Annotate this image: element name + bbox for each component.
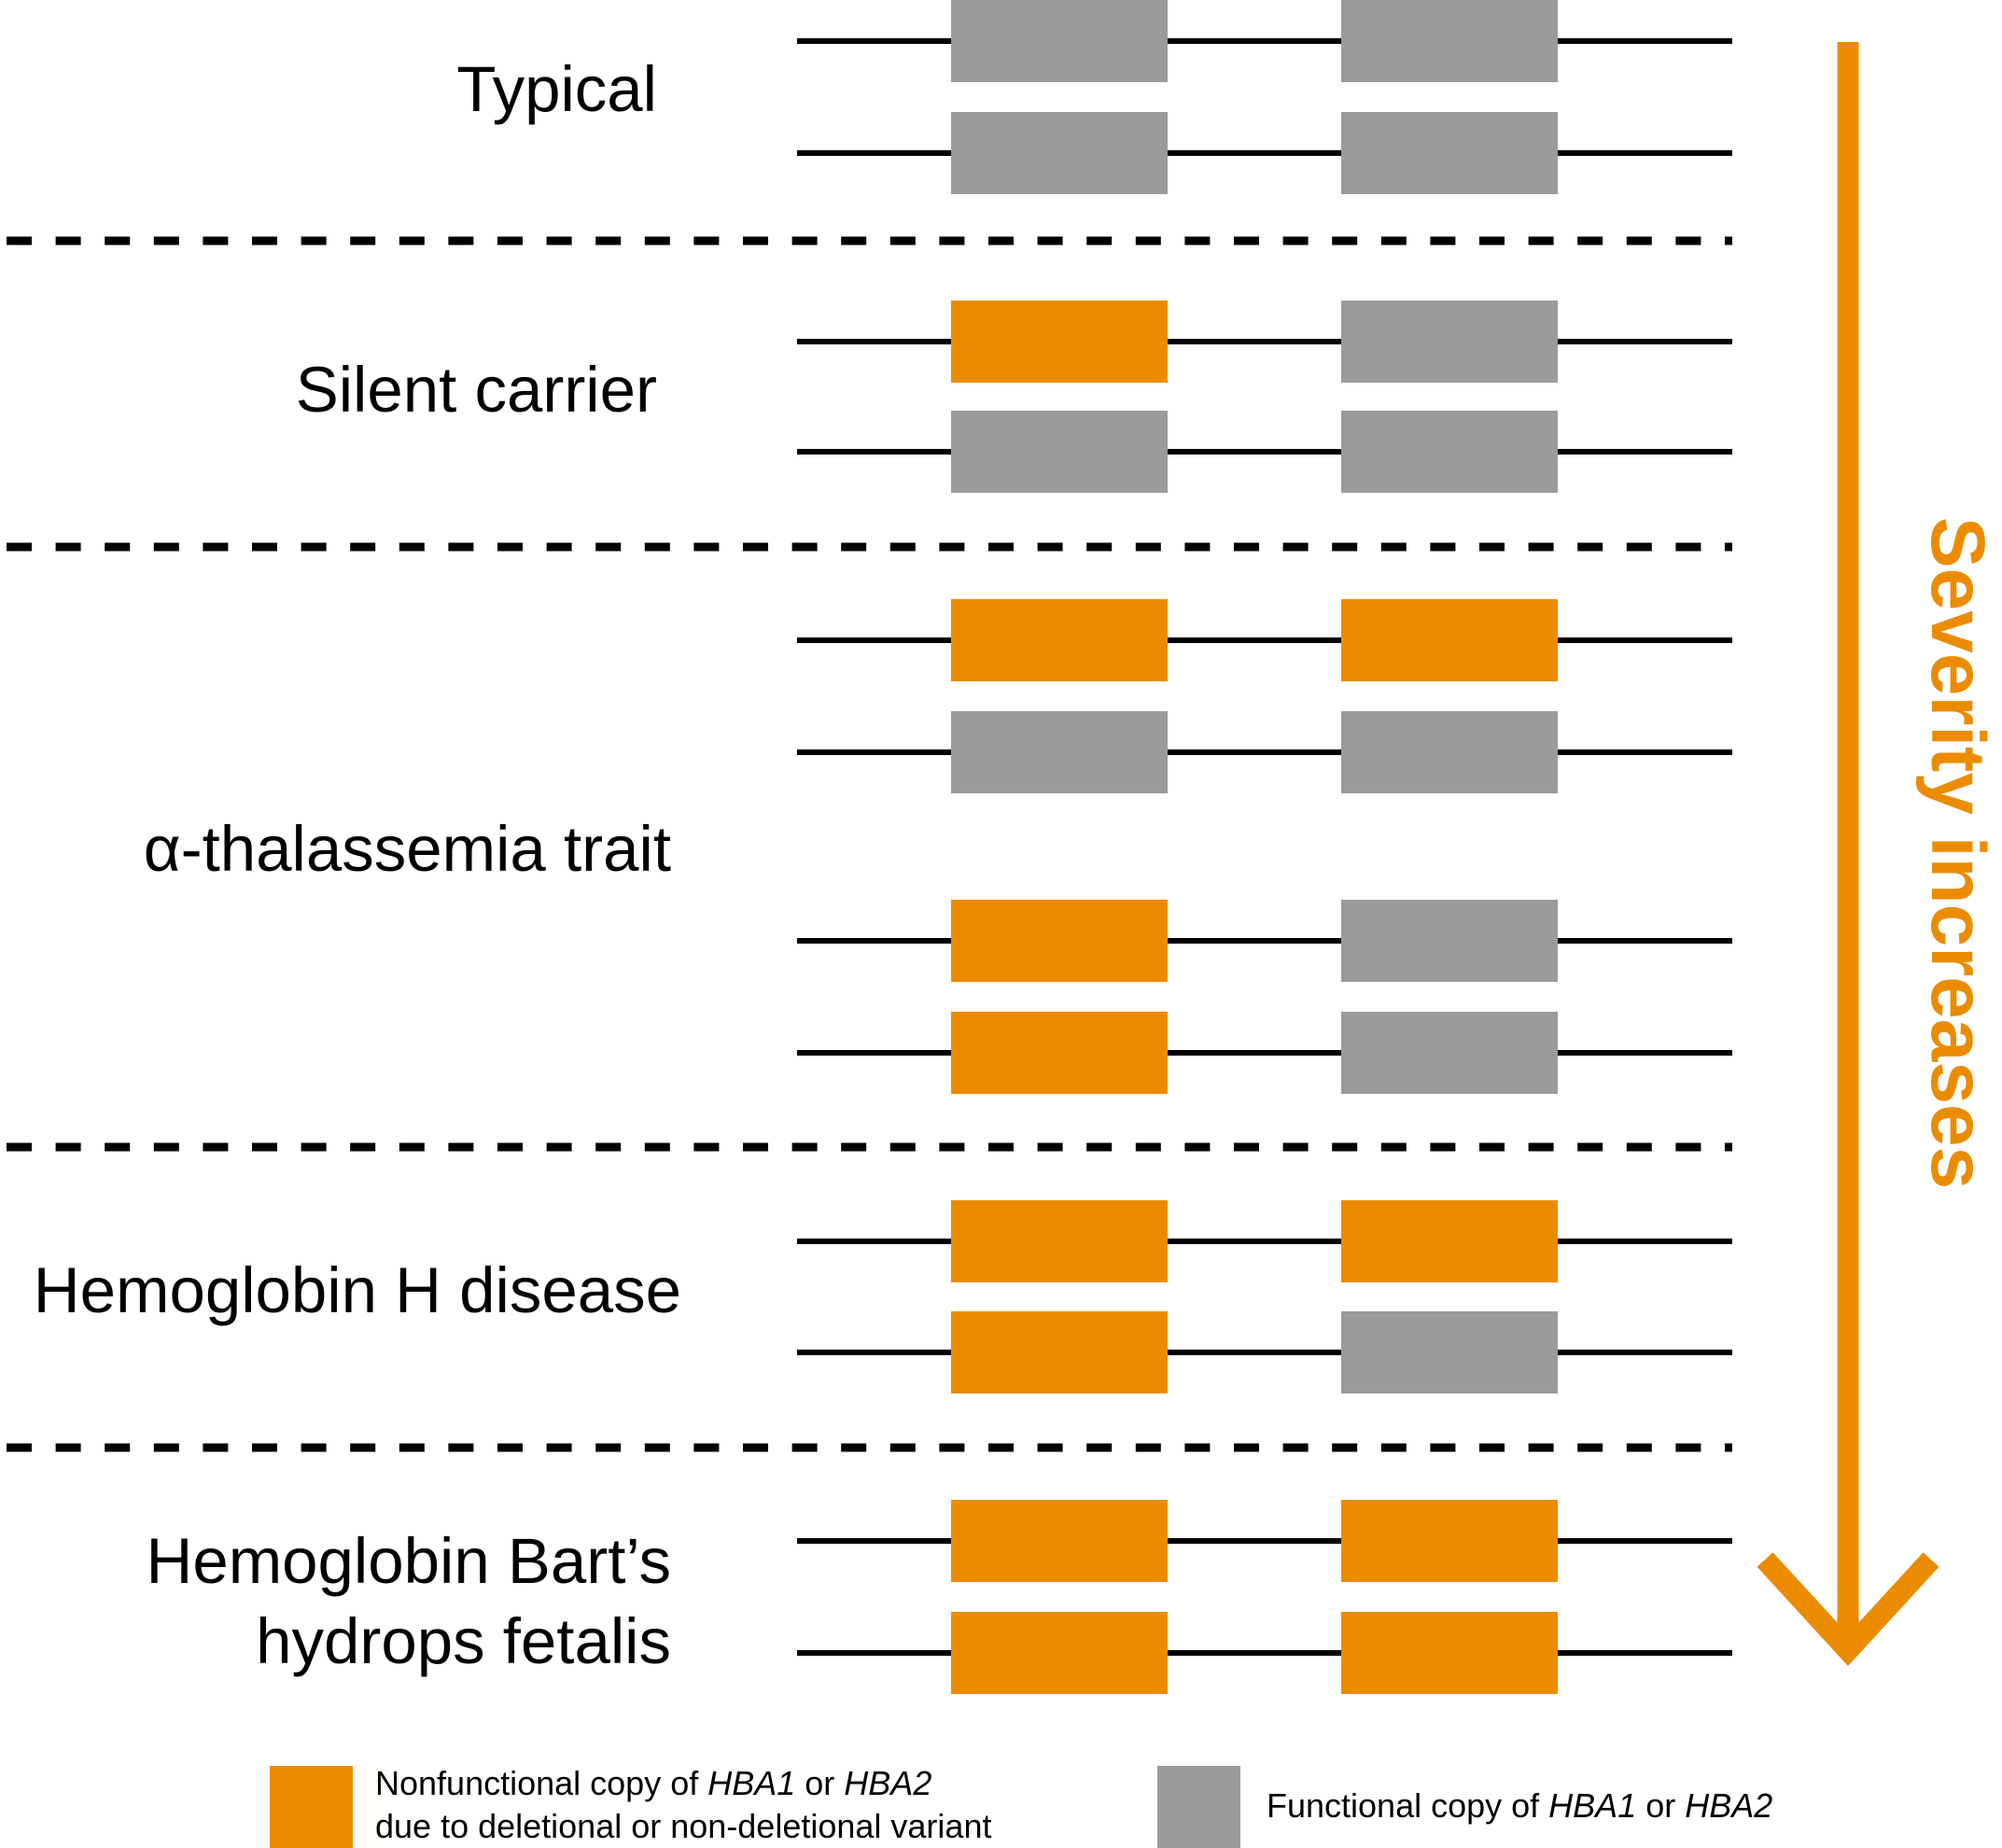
gene-box-functional <box>951 112 1168 194</box>
gene-box-functional <box>1341 1012 1558 1094</box>
gene-box-nonfunctional <box>951 599 1168 681</box>
gene-box-nonfunctional <box>951 301 1168 383</box>
gene-box-functional <box>1341 0 1558 82</box>
gene-box-nonfunctional <box>951 1200 1168 1282</box>
barts-line2: hydrops fetalis <box>256 1605 671 1677</box>
gene-box-nonfunctional <box>951 1012 1168 1094</box>
legend-label-nonfunctional: Nonfunctional copy of HBA1 or HBA2 due t… <box>375 1764 992 1845</box>
gene-box-nonfunctional <box>951 1311 1168 1393</box>
gene-box-nonfunctional <box>1341 1200 1558 1282</box>
group-label-hbh-disease: Hemoglobin H disease <box>33 1254 681 1326</box>
legend-swatch-functional <box>1157 1766 1240 1848</box>
gene-box-functional <box>951 711 1168 793</box>
gene-box-functional <box>951 411 1168 493</box>
gene-box-functional <box>1341 411 1558 493</box>
gene-box-nonfunctional <box>1341 599 1558 681</box>
gene-box-nonfunctional <box>951 900 1168 982</box>
gene-box-functional <box>1341 301 1558 383</box>
gene-box-nonfunctional <box>1341 1612 1558 1694</box>
group-label-barts: Hemoglobin Bart’s hydrops fetalis <box>146 1521 671 1682</box>
group-label-silent-carrier: Silent carrier <box>295 354 657 426</box>
gene-box-nonfunctional <box>951 1612 1168 1694</box>
gene-box-functional <box>1341 711 1558 793</box>
legend-swatch-nonfunctional <box>270 1766 353 1848</box>
gene-box-functional <box>1341 112 1558 194</box>
barts-line1: Hemoglobin Bart’s <box>146 1525 671 1597</box>
gene-box-nonfunctional <box>1341 1500 1558 1582</box>
gene-box-functional <box>951 0 1168 82</box>
group-label-alpha-thal-trait: α-thalassemia trait <box>143 813 671 885</box>
gene-box-nonfunctional <box>951 1500 1168 1582</box>
gene-box-functional <box>1341 1311 1558 1393</box>
severity-arrow-head <box>1757 1552 1939 1667</box>
group-label-typical: Typical <box>456 53 657 125</box>
gene-box-functional <box>1341 900 1558 982</box>
legend-label-functional: Functional copy of HBA1 or HBA2 <box>1267 1786 1773 1825</box>
severity-label: Severity increases <box>1915 516 2000 1190</box>
